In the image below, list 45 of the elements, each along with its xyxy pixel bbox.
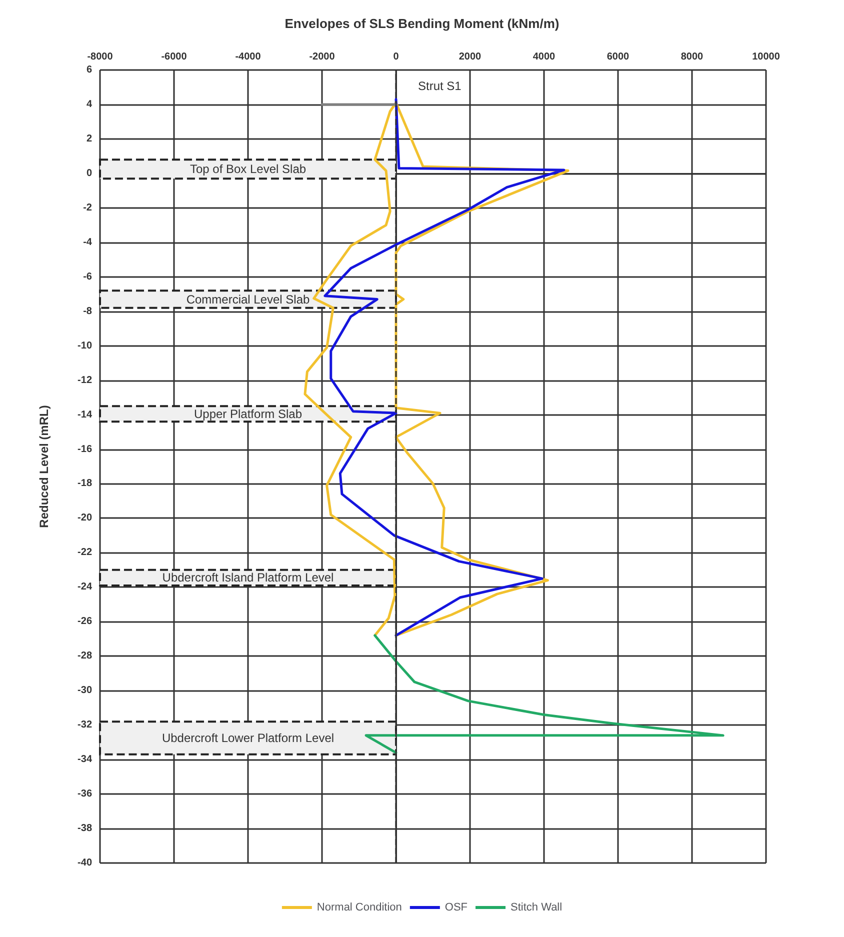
- y-tick-label: -20: [78, 512, 92, 524]
- y-tick-label: -32: [78, 720, 92, 731]
- y-tick-label: -12: [78, 374, 92, 386]
- y-tick-label: -4: [83, 236, 92, 248]
- x-tick-label: 0: [393, 52, 400, 62]
- x-tick-label: 6000: [606, 52, 630, 62]
- y-tick-label: -28: [78, 650, 92, 662]
- annotation: Strut S1: [418, 79, 462, 93]
- legend-label: Stitch Wall: [510, 902, 562, 914]
- legend-label: Normal Condition: [316, 902, 402, 914]
- y-tick-label: -30: [78, 685, 92, 696]
- x-tick-label: 8000: [680, 52, 704, 62]
- y-tick-label: 0: [86, 168, 92, 179]
- y-tick-label: -14: [78, 409, 92, 420]
- y-tick-label: -6: [83, 271, 92, 282]
- y-tick-label: -16: [78, 444, 92, 455]
- x-tick-label: 2000: [458, 52, 482, 62]
- y-tick-label: 6: [86, 64, 92, 76]
- y-tick-label: -10: [78, 340, 92, 352]
- x-tick-label: -2000: [309, 52, 336, 62]
- band-label: Commercial Level Slab: [186, 292, 310, 306]
- x-tick-label: -4000: [235, 52, 262, 62]
- y-axis-title: Reduced Level (mRL): [37, 405, 51, 528]
- x-tick-label: -8000: [87, 52, 114, 62]
- x-tick-label: 10000: [752, 52, 780, 62]
- legend-label: OSF: [444, 902, 468, 914]
- y-tick-label: 4: [86, 98, 92, 110]
- y-tick-label: -36: [78, 788, 92, 800]
- x-tick-label: 4000: [532, 52, 556, 62]
- chart-title: Envelopes of SLS Bending Moment (kNm/m): [284, 16, 560, 31]
- y-tick-label: -26: [78, 616, 92, 628]
- x-tick-label: -6000: [161, 52, 188, 62]
- y-tick-label: 2: [86, 133, 92, 144]
- band-label: Top of Box Level Slab: [190, 162, 306, 176]
- y-tick-label: -2: [83, 202, 92, 214]
- y-tick-label: -34: [78, 754, 92, 766]
- y-tick-label: -38: [78, 823, 92, 834]
- band-label: Ubdercroft Island Platform Level: [162, 570, 334, 585]
- band-label: Upper Platform Slab: [194, 406, 302, 421]
- y-tick-label: -18: [78, 478, 92, 490]
- y-tick-label: -8: [83, 306, 92, 317]
- y-tick-label: -22: [78, 547, 92, 558]
- band-label: Ubdercroft Lower Platform Level: [162, 731, 334, 746]
- y-tick-label: -24: [78, 582, 92, 593]
- y-tick-label: -40: [78, 858, 92, 868]
